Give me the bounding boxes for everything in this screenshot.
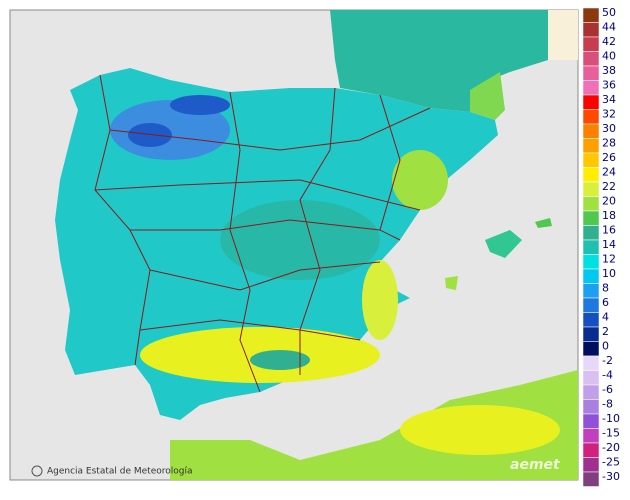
legend-swatch bbox=[582, 283, 600, 299]
legend-label: -10 bbox=[602, 412, 620, 425]
legend-swatch bbox=[582, 123, 600, 139]
legend-label: 28 bbox=[602, 137, 616, 150]
legend-swatch bbox=[582, 36, 600, 52]
legend-swatch bbox=[582, 254, 600, 270]
legend-label: 36 bbox=[602, 79, 616, 92]
cold-core bbox=[128, 123, 172, 147]
legend-label: -25 bbox=[602, 456, 620, 469]
legend-swatch bbox=[582, 268, 600, 284]
legend-swatch bbox=[582, 326, 600, 342]
warm-zone bbox=[400, 405, 560, 455]
legend-label: 42 bbox=[602, 35, 616, 48]
legend-label: 4 bbox=[602, 311, 609, 324]
warm-zone bbox=[362, 260, 398, 340]
legend-label: 26 bbox=[602, 151, 616, 164]
legend-swatch bbox=[582, 355, 600, 371]
legend-swatch bbox=[582, 167, 600, 183]
legend-swatch bbox=[582, 152, 600, 168]
border bbox=[149, 261, 381, 291]
alps bbox=[548, 10, 578, 60]
legend-label: 8 bbox=[602, 282, 609, 295]
legend-swatch bbox=[582, 210, 600, 226]
legend-swatch bbox=[582, 225, 600, 241]
legend-label: -8 bbox=[602, 398, 613, 411]
legend-label: 0 bbox=[602, 340, 609, 353]
legend-label: 2 bbox=[602, 325, 609, 338]
border bbox=[379, 94, 401, 231]
legend-label: -30 bbox=[602, 470, 620, 483]
legend-swatch bbox=[582, 196, 600, 212]
legend-swatch bbox=[582, 297, 600, 313]
legend-swatch bbox=[582, 65, 600, 81]
credit-icon bbox=[31, 465, 43, 477]
legend-label: 30 bbox=[602, 122, 616, 135]
legend-swatch bbox=[582, 181, 600, 197]
coast-zone bbox=[470, 72, 505, 120]
border bbox=[299, 87, 336, 375]
mild-zone bbox=[220, 200, 380, 280]
legend-swatch bbox=[582, 471, 600, 487]
legend-swatch bbox=[582, 51, 600, 67]
legend-swatch bbox=[582, 138, 600, 154]
legend-label: -15 bbox=[602, 427, 620, 440]
legend-swatch bbox=[582, 239, 600, 255]
mild-zone bbox=[392, 150, 448, 210]
legend-label: 44 bbox=[602, 21, 616, 34]
borders bbox=[94, 74, 431, 393]
legend-swatch bbox=[582, 384, 600, 400]
legend-label: 10 bbox=[602, 267, 616, 280]
legend-label: 38 bbox=[602, 64, 616, 77]
legend-label: 18 bbox=[602, 209, 616, 222]
island bbox=[535, 218, 552, 228]
mild-zone bbox=[250, 350, 310, 370]
legend-swatch bbox=[582, 7, 600, 23]
france bbox=[330, 10, 548, 112]
credit-text: Agencia Estatal de Meteorología bbox=[47, 467, 193, 477]
border bbox=[94, 179, 421, 211]
legend-swatch bbox=[582, 94, 600, 110]
legend-label: 50 bbox=[602, 6, 616, 19]
legend-label: -6 bbox=[602, 383, 613, 396]
legend-label: -20 bbox=[602, 441, 620, 454]
legend-label: 6 bbox=[602, 296, 609, 309]
legend-swatch bbox=[582, 399, 600, 415]
legend-swatch bbox=[582, 80, 600, 96]
border bbox=[109, 107, 431, 151]
island bbox=[445, 276, 458, 290]
border bbox=[139, 319, 361, 341]
legend-label: 20 bbox=[602, 195, 616, 208]
cold-core bbox=[170, 95, 230, 115]
legend-swatch bbox=[582, 312, 600, 328]
legend-label: 24 bbox=[602, 166, 616, 179]
legend-label: 40 bbox=[602, 50, 616, 63]
border bbox=[130, 219, 401, 241]
legend-label: 22 bbox=[602, 180, 616, 193]
legend-label: -4 bbox=[602, 369, 613, 382]
legend-label: 14 bbox=[602, 238, 616, 251]
legend-label: 16 bbox=[602, 224, 616, 237]
legend: 5044424038363432302826242220181614121086… bbox=[582, 6, 620, 487]
legend-label: 34 bbox=[602, 93, 616, 106]
legend-label: 12 bbox=[602, 253, 616, 266]
logo: aemet bbox=[510, 457, 561, 473]
legend-swatch bbox=[582, 109, 600, 125]
legend-swatch bbox=[582, 370, 600, 386]
island bbox=[485, 230, 522, 258]
legend-swatch bbox=[582, 428, 600, 444]
border bbox=[229, 91, 261, 393]
legend-swatch bbox=[582, 442, 600, 458]
legend-swatch bbox=[582, 22, 600, 38]
legend-label: 32 bbox=[602, 108, 616, 121]
legend-swatch bbox=[582, 413, 600, 429]
legend-swatch bbox=[582, 457, 600, 473]
legend-label: -2 bbox=[602, 354, 613, 367]
legend-swatch bbox=[582, 341, 600, 357]
